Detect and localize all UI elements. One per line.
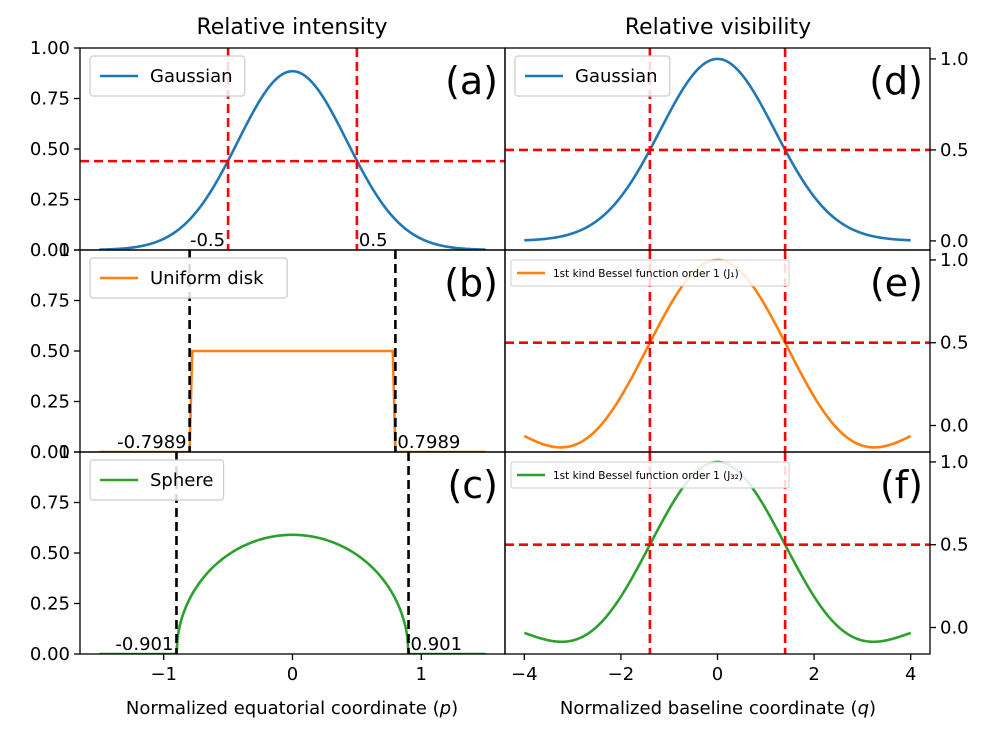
ytick-label-c-1: 0.25 bbox=[30, 594, 70, 615]
x-axis-label-visibility: Normalized baseline coordinate (q) bbox=[560, 698, 876, 719]
legend-d: Gaussian bbox=[514, 55, 671, 97]
legend-box-f bbox=[510, 461, 790, 489]
legend-box-a bbox=[89, 55, 246, 97]
legend-label-a: Gaussian bbox=[150, 66, 233, 87]
ytick-label-b-1: 0.25 bbox=[30, 392, 70, 413]
ytick-label-d-2: 1.0 bbox=[940, 49, 969, 70]
vline-label-a-1: 0.5 bbox=[359, 230, 388, 251]
column-title-intensity: Relative intensity bbox=[196, 15, 387, 40]
ytick-label-e-0: 0.0 bbox=[940, 416, 969, 437]
vline-label-a-0: -0.5 bbox=[190, 230, 225, 251]
legend-label-d: Gaussian bbox=[575, 66, 658, 87]
ytick-label-b-2: 0.50 bbox=[30, 341, 70, 362]
panel-label-e: (e) bbox=[870, 261, 923, 305]
ytick-label-c-4: 1 bbox=[59, 442, 70, 463]
ytick-label-a-4: 1.00 bbox=[30, 38, 70, 59]
panel-label-b: (b) bbox=[444, 261, 498, 305]
ytick-label-b-3: 0.75 bbox=[30, 291, 70, 312]
series-line-a bbox=[99, 69, 486, 250]
vline-label-c-1: 0.901 bbox=[411, 634, 463, 655]
xtick-label-0-1: 0 bbox=[287, 664, 298, 685]
panel-label-d: (d) bbox=[869, 59, 923, 103]
legend-b: Uniform disk bbox=[89, 257, 288, 299]
legend-label-b: Uniform disk bbox=[150, 268, 264, 289]
ytick-label-a-2: 0.50 bbox=[30, 139, 70, 160]
legend-box-c bbox=[89, 459, 225, 501]
ytick-label-f-1: 0.5 bbox=[940, 535, 969, 556]
legend-box-b bbox=[89, 257, 288, 299]
legend-box-e bbox=[510, 259, 790, 287]
xtick-label-1-1: −2 bbox=[608, 664, 635, 685]
ytick-label-c-3: 0.75 bbox=[30, 493, 70, 514]
ytick-label-e-2: 1.0 bbox=[940, 250, 969, 271]
legend-a: Gaussian bbox=[89, 55, 246, 97]
vline-label-c-0: -0.901 bbox=[115, 634, 173, 655]
panel-label-c: (c) bbox=[447, 463, 498, 507]
ytick-label-a-0: 0.00 bbox=[30, 240, 70, 261]
xtick-label-0-0: −1 bbox=[150, 664, 177, 685]
legend-box-d bbox=[514, 55, 671, 97]
ytick-label-a-3: 0.75 bbox=[30, 89, 70, 110]
ytick-label-b-0: 0.00 bbox=[30, 442, 70, 463]
ytick-label-d-0: 0.0 bbox=[940, 231, 969, 252]
series-line-b bbox=[99, 349, 486, 452]
xtick-label-1-2: 0 bbox=[712, 664, 723, 685]
panel-label-f: (f) bbox=[880, 463, 923, 507]
ytick-label-b-4: 1 bbox=[59, 240, 70, 261]
panel-label-a: (a) bbox=[445, 59, 498, 103]
column-title-visibility: Relative visibility bbox=[625, 15, 811, 40]
vline-label-b-0: -0.7989 bbox=[117, 432, 186, 453]
series-line-d bbox=[524, 57, 911, 242]
ytick-label-c-0: 0.00 bbox=[30, 644, 70, 665]
ytick-label-f-2: 1.0 bbox=[940, 452, 969, 473]
xtick-label-0-2: 1 bbox=[416, 664, 427, 685]
vline-label-b-1: 0.7989 bbox=[397, 432, 460, 453]
legend-label-f: 1st kind Bessel function order 1 (J₃₂) bbox=[553, 470, 743, 482]
xtick-label-1-0: −4 bbox=[511, 664, 538, 685]
series-line-c bbox=[99, 533, 486, 654]
ytick-label-f-0: 0.0 bbox=[940, 618, 969, 639]
legend-f: 1st kind Bessel function order 1 (J₃₂) bbox=[510, 461, 790, 489]
ytick-label-c-2: 0.50 bbox=[30, 543, 70, 564]
legend-label-e: 1st kind Bessel function order 1 (J₁) bbox=[553, 268, 739, 280]
ytick-label-e-1: 0.5 bbox=[940, 333, 969, 354]
xtick-label-1-4: 4 bbox=[905, 664, 916, 685]
ytick-label-a-1: 0.25 bbox=[30, 190, 70, 211]
ytick-label-d-1: 0.5 bbox=[940, 140, 969, 161]
legend-e: 1st kind Bessel function order 1 (J₁) bbox=[510, 259, 790, 287]
xtick-label-1-3: 2 bbox=[808, 664, 819, 685]
legend-c: Sphere bbox=[89, 459, 225, 501]
x-axis-label-intensity: Normalized equatorial coordinate (p) bbox=[126, 698, 458, 719]
legend-label-c: Sphere bbox=[150, 470, 213, 491]
